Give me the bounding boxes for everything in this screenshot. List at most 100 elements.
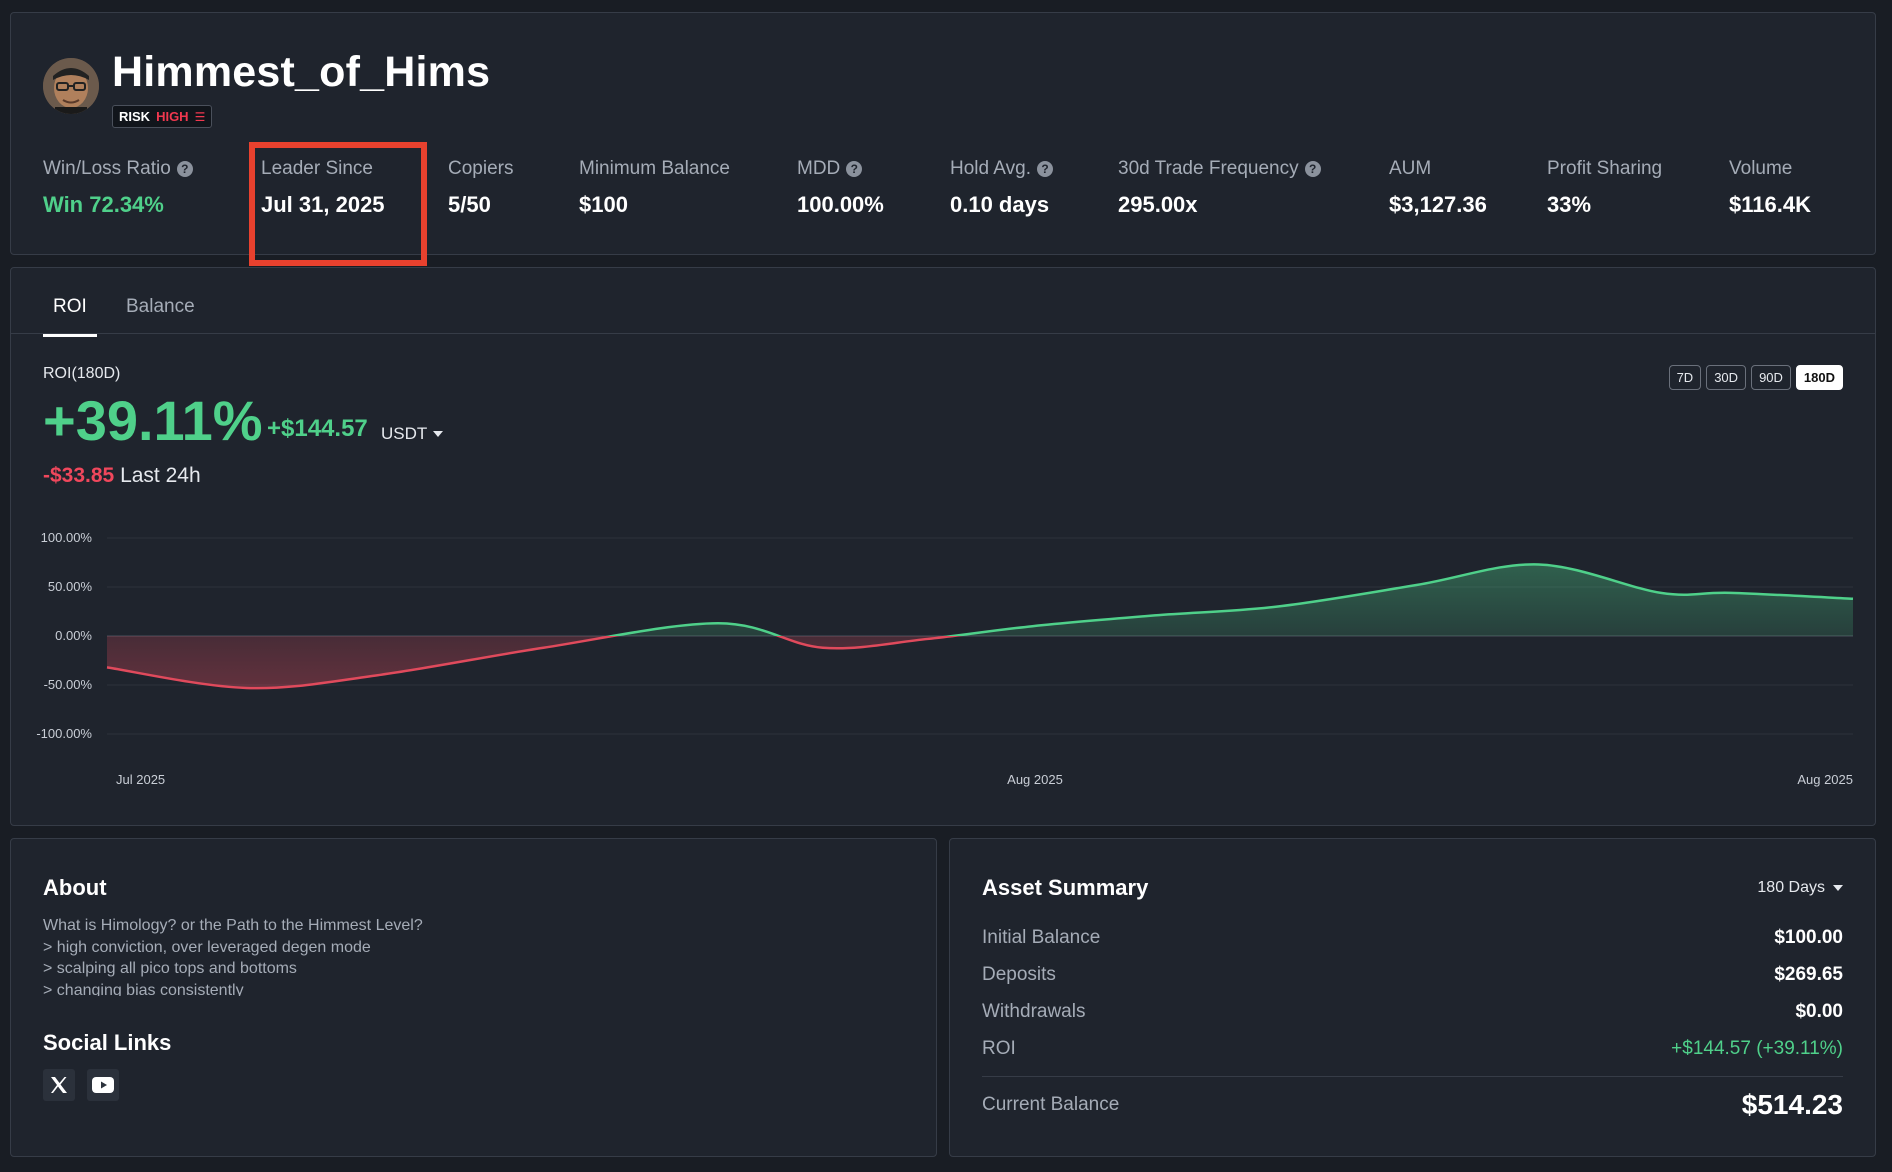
social-links-title: Social Links — [43, 1030, 172, 1055]
stat-label-text: Volume — [1729, 158, 1793, 179]
stat-label: Copiers — [448, 158, 513, 180]
period-label: 180 Days — [1757, 879, 1825, 896]
stat-label-text: Copiers — [448, 158, 514, 179]
about-line: What is Himology? or the Path to the Him… — [43, 917, 423, 934]
currency-select[interactable]: USDT — [381, 424, 444, 444]
stat-label-text: Win/Loss Ratio — [43, 158, 171, 179]
asset-row-value: $0.00 — [1795, 1001, 1843, 1022]
roi-pnl: +$144.57 — [267, 415, 368, 442]
roi-line-negative — [106, 636, 964, 690]
period-select[interactable]: 180 Days — [1757, 879, 1843, 897]
trader-avatar — [43, 58, 99, 114]
stat-leader-since: Leader Since Jul 31, 2025 — [261, 158, 385, 218]
asset-summary-title: Asset Summary — [982, 875, 1149, 900]
range-selector: 7D 30D 90D 180D — [1668, 365, 1843, 390]
stat-hold-avg: Hold Avg.? 0.10 days — [950, 158, 1053, 218]
stat-label: Volume — [1729, 158, 1811, 180]
about-line: > high conviction, over leveraged degen … — [43, 938, 371, 956]
y-tick-label: 50.00% — [48, 579, 93, 594]
help-icon[interactable]: ? — [1036, 161, 1053, 177]
stat-label-text: AUM — [1389, 158, 1432, 179]
y-tick-label: -100.00% — [36, 726, 92, 741]
y-tick-label: 0.00% — [55, 628, 92, 643]
asset-row-label: Initial Balance — [982, 927, 1101, 948]
youtube-icon — [92, 1077, 114, 1093]
x-link[interactable] — [43, 1069, 75, 1101]
asset-row-label: Deposits — [982, 964, 1056, 985]
trader-name: Himmest_of_Hims — [112, 48, 491, 96]
stat-label: Hold Avg.? — [950, 158, 1053, 180]
about-title: About — [43, 875, 107, 900]
stat-label-text: Leader Since — [261, 158, 373, 179]
stat-value: $100 — [579, 192, 628, 217]
stat-aum: AUM $3,127.36 — [1389, 158, 1487, 218]
asset-row-label: ROI — [982, 1038, 1016, 1059]
youtube-link[interactable] — [87, 1069, 119, 1101]
asset-row-roi: ROI +$144.57 (+39.11%) — [982, 1038, 1843, 1060]
x-tick-label: Aug 2025 — [1797, 772, 1853, 787]
range-90d-button[interactable]: 90D — [1751, 365, 1791, 390]
asset-row-value: $100.00 — [1774, 927, 1843, 948]
range-180d-button[interactable]: 180D — [1795, 365, 1843, 390]
about-panel: About What is Himology? or the Path to t… — [10, 838, 937, 1157]
help-icon[interactable]: ? — [1304, 161, 1321, 177]
x-tick-label: Jul 2025 — [116, 772, 165, 787]
range-30d-button[interactable]: 30D — [1706, 365, 1747, 390]
risk-level: HIGH — [156, 109, 189, 124]
last-24h-label: Last 24h — [120, 464, 201, 487]
stat-copiers: Copiers 5/50 — [448, 158, 513, 218]
trader-header-panel: Himmest_of_Hims RISK HIGH ☰ Win/Loss Rat… — [10, 12, 1876, 266]
stat-value: $116.4K — [1729, 192, 1811, 217]
roi-percent: +39.11% — [43, 389, 263, 452]
risk-label: RISK — [119, 109, 151, 124]
roi-line-positive — [605, 563, 1854, 636]
stat-label: Minimum Balance — [579, 158, 730, 180]
stat-label-text: 30d Trade Frequency — [1118, 158, 1299, 179]
y-tick-label: -50.00% — [44, 677, 93, 692]
x-tick-label: Aug 2025 — [1007, 772, 1063, 787]
asset-row-current-balance: Current Balance $514.23 — [982, 1089, 1843, 1121]
risk-badge: RISK HIGH ☰ — [112, 105, 213, 128]
last-24h-value: -$33.85 — [43, 464, 115, 487]
stat-label: Leader Since — [261, 158, 385, 180]
tab-roi[interactable]: ROI — [43, 296, 97, 337]
stat-value: Jul 31, 2025 — [261, 192, 385, 217]
y-tick-label: 100.00% — [41, 530, 93, 545]
stat-value: Win 72.34% — [43, 192, 164, 217]
asset-row-deposits: Deposits $269.65 — [982, 964, 1843, 986]
roi-line-chart: 100.00% 50.00% 0.00% -50.00% -100.00% Jul 202… — [36, 530, 1854, 787]
risk-level-bars-icon: ☰ — [194, 109, 206, 124]
chevron-down-icon — [1833, 885, 1843, 891]
stat-value: 33% — [1547, 192, 1592, 217]
stat-value: 100.00% — [797, 192, 884, 217]
about-line: > changing bias consistently — [43, 981, 244, 997]
stat-profit-sharing: Profit Sharing 33% — [1547, 158, 1662, 218]
stat-label: Profit Sharing — [1547, 158, 1662, 180]
x-logo-icon — [51, 1077, 67, 1093]
asset-divider — [982, 1076, 1843, 1077]
stat-minimum-balance: Minimum Balance $100 — [579, 158, 730, 218]
stat-volume: Volume $116.4K — [1729, 158, 1811, 218]
chevron-down-icon — [433, 431, 444, 437]
asset-row-label: Withdrawals — [982, 1001, 1086, 1022]
asset-row-value: $269.65 — [1774, 964, 1843, 985]
help-icon[interactable]: ? — [176, 161, 193, 177]
last-24h-change: -$33.85 Last 24h — [43, 464, 201, 488]
stat-label-text: Profit Sharing — [1547, 158, 1663, 179]
about-description: What is Himology? or the Path to the Him… — [43, 915, 643, 996]
stat-label: MDD? — [797, 158, 884, 180]
stat-value: $3,127.36 — [1389, 192, 1487, 217]
range-7d-button[interactable]: 7D — [1668, 365, 1702, 390]
current-balance-label: Current Balance — [982, 1094, 1120, 1115]
stat-value: 5/50 — [448, 192, 491, 217]
stat-label: AUM — [1389, 158, 1487, 180]
tab-balance[interactable]: Balance — [126, 296, 195, 317]
stat-label-text: MDD — [797, 158, 841, 179]
highlight-box — [249, 142, 427, 266]
stat-label: Win/Loss Ratio? — [43, 158, 193, 180]
help-icon[interactable]: ? — [846, 161, 863, 177]
roi-period-label: ROI(180D) — [43, 365, 121, 382]
asset-row-withdrawals: Withdrawals $0.00 — [982, 1001, 1843, 1023]
stat-30d-trade-frequency: 30d Trade Frequency? 295.00x — [1118, 158, 1321, 218]
stat-value: 0.10 days — [950, 192, 1050, 217]
